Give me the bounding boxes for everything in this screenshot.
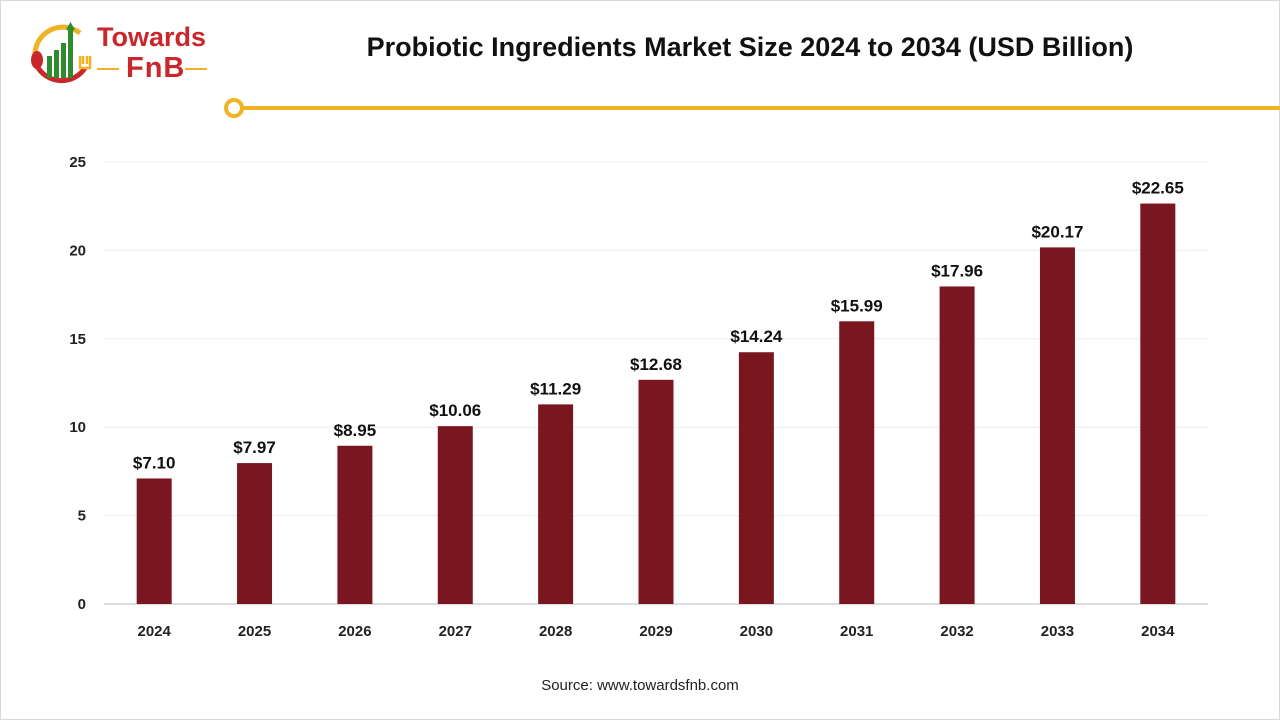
bar-2025 bbox=[237, 463, 273, 604]
bar-2032 bbox=[939, 286, 975, 604]
x-tick-label: 2032 bbox=[940, 623, 973, 640]
x-tick-label: 2026 bbox=[338, 623, 371, 640]
y-tick-label: 10 bbox=[69, 419, 86, 436]
data-label: $12.68 bbox=[630, 355, 682, 374]
data-label: $20.17 bbox=[1031, 222, 1083, 241]
data-label: $22.65 bbox=[1132, 179, 1184, 198]
bar-2030 bbox=[738, 352, 774, 604]
bar-2029 bbox=[638, 379, 674, 604]
y-tick-label: 20 bbox=[69, 242, 86, 259]
data-label: $10.06 bbox=[429, 401, 481, 420]
bar-2026 bbox=[337, 445, 373, 604]
y-tick-label: 15 bbox=[69, 331, 86, 348]
bar-2028 bbox=[538, 404, 574, 604]
x-tick-label: 2034 bbox=[1141, 623, 1175, 640]
chart-title: Probiotic Ingredients Market Size 2024 t… bbox=[366, 32, 1134, 62]
logo-text: Towards bbox=[97, 22, 207, 52]
logo-dashes bbox=[97, 68, 207, 70]
bar-2024 bbox=[136, 478, 172, 604]
bar-2033 bbox=[1039, 247, 1075, 604]
y-tick-label: 0 bbox=[78, 596, 86, 613]
data-label: $11.29 bbox=[530, 379, 581, 398]
x-tick-label: 2030 bbox=[740, 623, 773, 640]
bar-2027 bbox=[437, 426, 473, 604]
x-tick-label: 2029 bbox=[639, 623, 672, 640]
x-tick-label: 2033 bbox=[1041, 623, 1074, 640]
data-label: $7.10 bbox=[133, 453, 176, 472]
x-tick-label: 2031 bbox=[840, 623, 873, 640]
data-label: $14.24 bbox=[730, 327, 783, 346]
y-tick-label: 25 bbox=[69, 154, 86, 171]
data-label: $15.99 bbox=[831, 296, 883, 315]
logo-icon bbox=[31, 22, 92, 84]
x-tick-label: 2025 bbox=[238, 623, 271, 640]
y-tick-label: 5 bbox=[78, 508, 86, 525]
x-tick-label: 2027 bbox=[439, 623, 472, 640]
title-underline bbox=[224, 98, 1280, 118]
bar-2031 bbox=[839, 321, 875, 604]
source-note: Source: www.towardsfnb.com bbox=[541, 677, 739, 694]
bar-2034 bbox=[1140, 203, 1176, 604]
x-tick-label: 2024 bbox=[137, 623, 171, 640]
logo-subtext: FnB bbox=[126, 52, 186, 84]
data-label: $8.95 bbox=[334, 421, 377, 440]
data-label: $17.96 bbox=[931, 261, 983, 280]
data-label: $7.97 bbox=[233, 438, 276, 457]
x-tick-label: 2028 bbox=[539, 623, 572, 640]
